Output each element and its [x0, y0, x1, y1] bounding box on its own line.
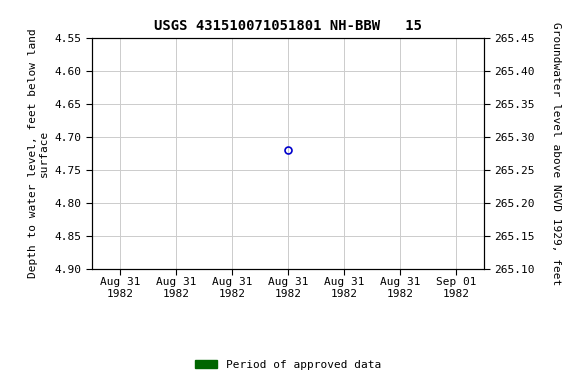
Title: USGS 431510071051801 NH-BBW   15: USGS 431510071051801 NH-BBW 15 [154, 19, 422, 33]
Legend: Period of approved data: Period of approved data [191, 356, 385, 375]
Y-axis label: Groundwater level above NGVD 1929, feet: Groundwater level above NGVD 1929, feet [551, 22, 562, 285]
Y-axis label: Depth to water level, feet below land
surface: Depth to water level, feet below land su… [28, 29, 49, 278]
